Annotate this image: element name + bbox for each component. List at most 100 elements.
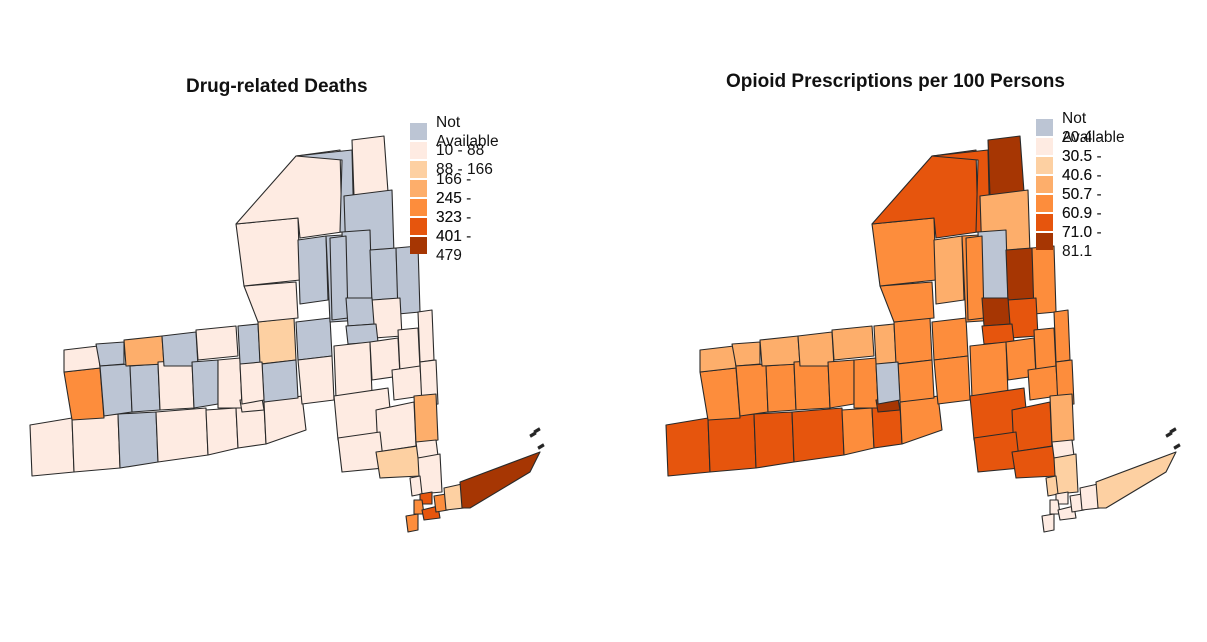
island-mark — [529, 431, 537, 438]
county-lewis — [933, 235, 965, 305]
legend-swatch — [1036, 214, 1053, 231]
legend-item: Not Available — [410, 114, 499, 150]
county-dutchess — [1049, 393, 1075, 445]
island-mark — [1169, 427, 1177, 434]
county-orange — [375, 445, 421, 479]
legend-swatch — [1036, 233, 1053, 250]
county-suffolk — [1095, 451, 1177, 509]
ny-choropleth-map-prescriptions — [665, 135, 1181, 533]
legend-swatch — [1036, 157, 1053, 174]
map-legend: Not Available 10 - 88 88 - 166 166 - 245… — [410, 114, 499, 264]
legend-label: 20.4 - 30.5 — [1062, 128, 1102, 165]
county-genesee — [735, 363, 769, 417]
county-warren — [1005, 247, 1035, 303]
county-otsego — [333, 341, 373, 399]
county-cortland — [261, 359, 299, 403]
county-rensselaer — [417, 309, 435, 363]
county-orange — [1011, 445, 1057, 479]
county-rockland — [409, 475, 423, 497]
legend-swatch — [410, 161, 427, 178]
county-chemung — [205, 407, 239, 456]
county-clinton — [351, 135, 389, 197]
county-chautauqua — [665, 417, 711, 477]
county-wyoming — [765, 363, 797, 413]
county-oswego — [243, 281, 299, 323]
county-cortland — [897, 359, 935, 403]
legend-item: 88 - 166 — [410, 160, 499, 179]
legend-item: 20.4 - 30.5 — [1036, 129, 1125, 165]
county-livingston — [793, 359, 831, 411]
legend-item: Not Available — [1036, 110, 1125, 146]
county-ulster — [1011, 401, 1053, 453]
county-tompkins — [875, 361, 901, 405]
legend-item: 40.6 - 50.7 — [1036, 167, 1125, 203]
county-fulton — [345, 297, 375, 327]
county-orleans — [731, 341, 761, 367]
county-yates — [191, 359, 219, 409]
legend-swatch — [1036, 176, 1053, 193]
legend-label: 88 - 166 — [436, 161, 493, 178]
map-legend: Not Available 20.4 - 30.5 30.5 - 40.6 40… — [1036, 110, 1125, 260]
county-richmond — [1041, 513, 1055, 533]
county-herkimer — [329, 235, 349, 321]
ny-choropleth-map-deaths — [29, 135, 545, 533]
legend-item: 50.7 - 60.9 — [1036, 186, 1125, 222]
legend-item: 60.9 - 71.0 — [1036, 205, 1125, 241]
county-albany — [1033, 327, 1057, 373]
legend-swatch — [410, 142, 427, 159]
county-cattaraugus — [71, 413, 121, 473]
county-rockland — [1045, 475, 1059, 497]
legend-label: Not Available — [436, 113, 499, 150]
legend-item: 71.0 - 81.1 — [1036, 224, 1125, 260]
county-warren — [369, 247, 399, 303]
legend-label: 401 - 479 — [436, 227, 472, 264]
legend-label: 40.6 - 50.7 — [1062, 166, 1102, 203]
legend-label: 30.5 - 40.6 — [1062, 147, 1102, 184]
county-wayne — [195, 325, 239, 361]
legend-swatch — [1036, 138, 1053, 155]
county-orleans — [95, 341, 125, 367]
legend-item: 30.5 - 40.6 — [1036, 148, 1125, 184]
county-niagara — [63, 345, 101, 373]
island-mark — [1173, 443, 1181, 450]
county-steuben — [791, 407, 845, 463]
county-chautauqua — [29, 417, 75, 477]
county-ontario — [161, 331, 199, 367]
county-fulton — [981, 297, 1011, 327]
legend-swatch — [410, 199, 427, 216]
county-chenango — [933, 355, 971, 405]
county-seneca — [853, 357, 879, 409]
county-ontario — [797, 331, 835, 367]
county-allegany — [753, 411, 795, 469]
county-dutchess — [413, 393, 439, 445]
legend-item: 245 - 323 — [410, 190, 499, 226]
county-erie — [699, 367, 741, 421]
county-richmond — [405, 513, 419, 533]
county-broome — [899, 395, 943, 445]
legend-swatch — [410, 218, 427, 235]
legend-label: 245 - 323 — [436, 189, 472, 226]
county-erie — [63, 367, 105, 421]
legend-label: 10 - 88 — [436, 142, 485, 159]
legend-swatch — [1036, 195, 1053, 212]
county-chenango — [297, 355, 335, 405]
county-madison — [295, 317, 333, 361]
legend-label: 71.0 - 81.1 — [1062, 223, 1102, 260]
county-suffolk — [459, 451, 541, 509]
legend-label: 60.9 - 71.0 — [1062, 204, 1102, 241]
county-ulster — [375, 401, 417, 453]
county-niagara — [699, 345, 737, 373]
county-wyoming — [129, 363, 161, 413]
legend-label: 50.7 - 60.9 — [1062, 185, 1102, 222]
legend-swatch — [410, 123, 427, 140]
county-tompkins — [239, 361, 265, 405]
island-mark — [533, 427, 541, 434]
county-lewis — [297, 235, 329, 305]
legend-item: 401 - 479 — [410, 228, 499, 264]
county-steuben — [155, 407, 209, 463]
county-yates — [827, 359, 855, 409]
legend-swatch — [410, 237, 427, 254]
island-mark — [1165, 431, 1173, 438]
island-mark — [537, 443, 545, 450]
county-albany — [397, 327, 421, 373]
